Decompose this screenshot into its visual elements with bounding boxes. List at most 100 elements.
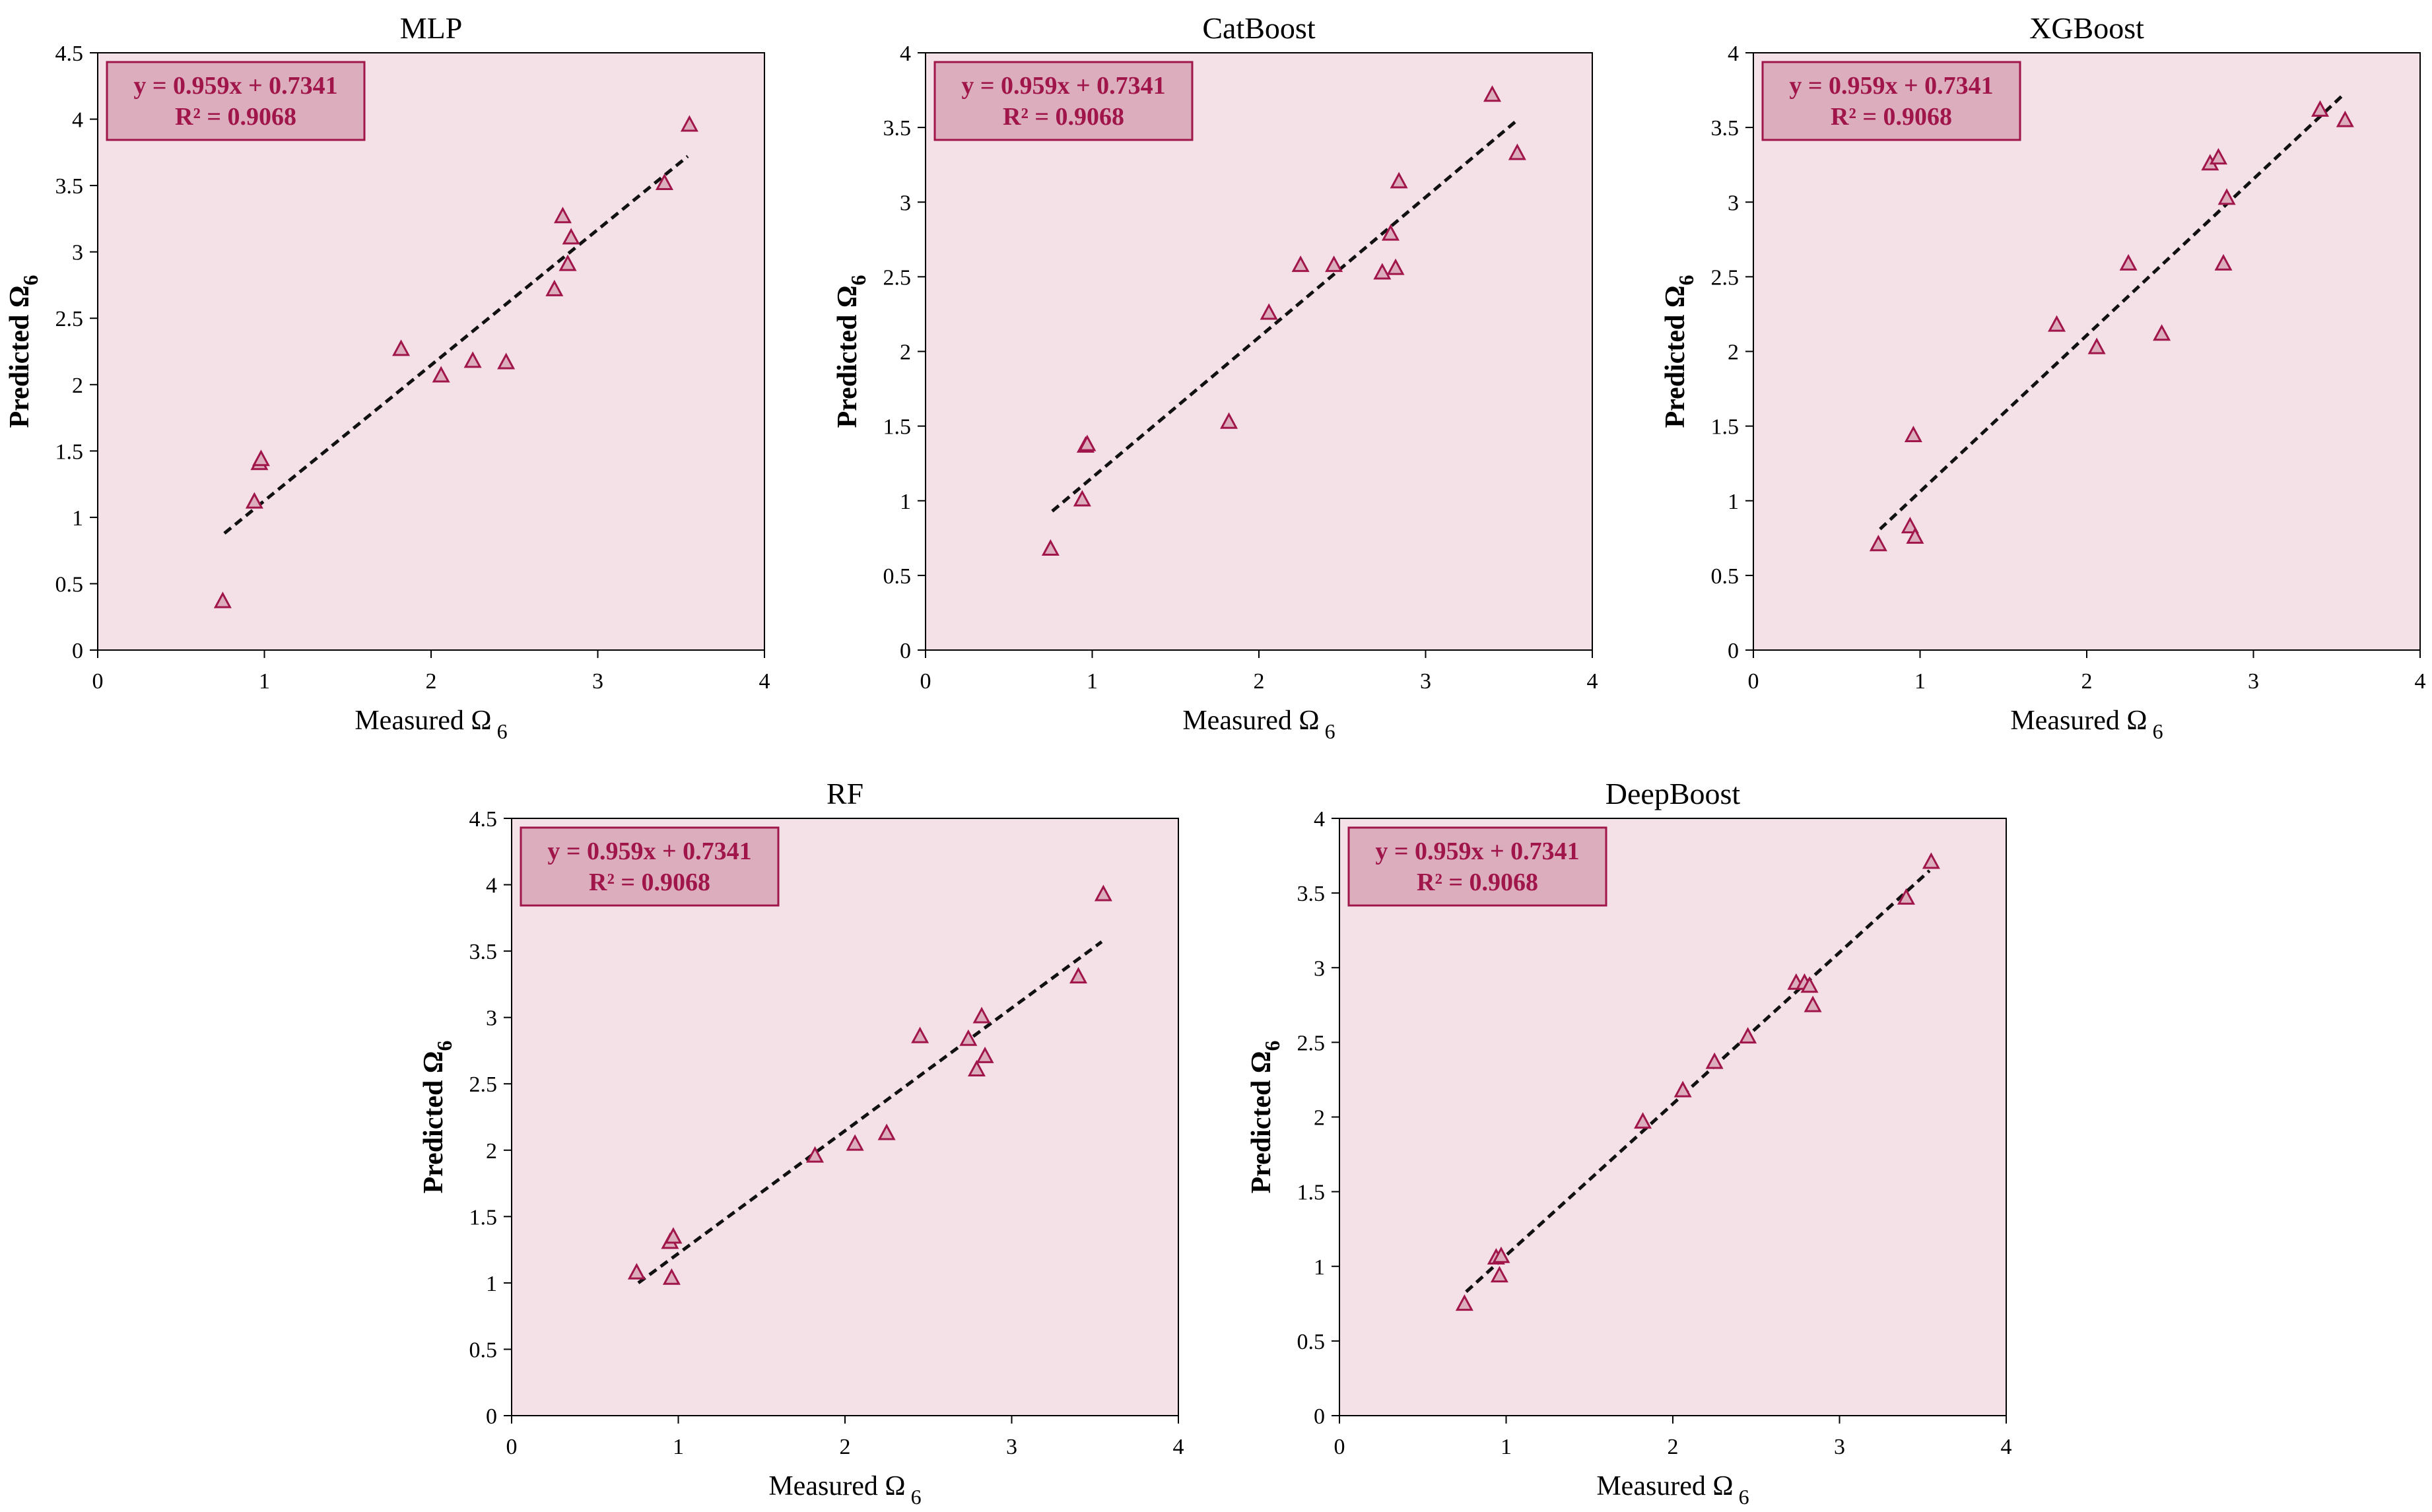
y-tick-label: 3 xyxy=(72,241,83,265)
data-point xyxy=(655,173,674,190)
data-point xyxy=(1869,535,1887,552)
y-tick-label: 1.5 xyxy=(883,415,912,440)
r-squared-text: R² = 0.9068 xyxy=(175,103,296,131)
data-point xyxy=(252,449,270,467)
equation-text: y = 0.959x + 0.7341 xyxy=(133,72,337,100)
trend-line xyxy=(1465,869,1931,1294)
x-tick-label: 2 xyxy=(840,1435,851,1459)
data-point xyxy=(1291,255,1310,273)
data-point xyxy=(1386,258,1405,275)
data-point xyxy=(392,339,411,356)
x-axis-label: Measured Ω 6 xyxy=(1596,1471,1749,1509)
x-tick-label: 1 xyxy=(673,1435,684,1459)
data-point xyxy=(1705,1052,1724,1069)
x-tick-label: 3 xyxy=(1420,669,1431,694)
data-point xyxy=(911,1026,929,1043)
y-axis-label-subscript: 6 xyxy=(1674,275,1698,286)
data-point xyxy=(1906,527,1924,544)
y-axis-label-text: Predicted Ω xyxy=(1246,1051,1277,1194)
y-tick-label: 1.5 xyxy=(55,440,84,464)
data-point xyxy=(2214,253,2233,271)
data-point xyxy=(2209,148,2227,165)
chart-1: CatBoost 0 1 2 3 4 0 0.5 1 1.5 2 2.5 3 3.5 4 Measured Ω… xyxy=(832,11,1598,743)
trend-line xyxy=(1879,93,2345,531)
chart-4: DeepBoost 0 1 2 3 4 0 0.5 1 1.5 2 2.5 3 3.5 4 Measured … xyxy=(1246,777,2012,1509)
equation-text: y = 0.959x + 0.7341 xyxy=(961,72,1165,100)
x-axis-label-subscript: 6 xyxy=(1320,719,1335,743)
data-point xyxy=(213,591,232,608)
y-tick-label: 4 xyxy=(1728,42,1739,66)
y-tick-label: 1.5 xyxy=(1711,415,1740,440)
y-tick-label: 2.5 xyxy=(1711,265,1740,290)
x-tick-label: 2 xyxy=(2081,669,2093,694)
data-point xyxy=(1381,224,1400,241)
x-tick-label: 2 xyxy=(426,669,437,694)
data-point xyxy=(1634,1112,1652,1129)
y-tick-label: 4 xyxy=(900,42,911,66)
x-axis-label-text: Measured Ω xyxy=(768,1471,905,1501)
x-tick-label: 2 xyxy=(1668,1435,1679,1459)
x-tick-label: 0 xyxy=(1748,669,1759,694)
data-point xyxy=(1325,255,1343,273)
y-tick-label: 4.5 xyxy=(55,42,84,66)
data-point xyxy=(1373,263,1392,280)
y-tick-label: 0 xyxy=(486,1404,497,1429)
data-point xyxy=(1483,85,1502,102)
y-axis-label-text: Predicted Ω xyxy=(419,1051,449,1194)
x-axis-label-text: Measured Ω xyxy=(355,706,491,736)
x-tick-label: 3 xyxy=(1834,1435,1845,1459)
x-axis-label-subscript: 6 xyxy=(492,719,508,743)
data-point xyxy=(1804,995,1822,1012)
y-tick-label: 1.5 xyxy=(1297,1181,1326,1205)
plot-area xyxy=(1339,818,2006,1416)
y-tick-label: 4 xyxy=(1314,807,1325,832)
data-point xyxy=(662,1268,681,1285)
plot-area xyxy=(1753,53,2420,650)
y-tick-label: 1 xyxy=(72,506,83,531)
data-point xyxy=(1069,967,1088,984)
x-tick-label: 4 xyxy=(1173,1435,1184,1459)
equation-box xyxy=(520,826,780,907)
chart-2: XGBoost 0 1 2 3 4 0 0.5 1 1.5 2 2.5 3 3.5 4 Measured Ω … xyxy=(1660,11,2426,743)
y-tick-label: 0 xyxy=(1314,1404,1325,1429)
data-point xyxy=(545,279,564,296)
y-tick-label: 4 xyxy=(72,108,83,133)
trend-line xyxy=(1051,120,1517,513)
x-tick-label: 3 xyxy=(592,669,603,694)
y-tick-label: 2 xyxy=(1314,1106,1325,1131)
data-point xyxy=(1073,490,1091,507)
y-axis-label: Predicted Ω6 xyxy=(419,1041,456,1194)
data-point xyxy=(1508,143,1526,160)
y-tick-label: 1 xyxy=(1314,1255,1325,1280)
data-point xyxy=(1094,884,1112,902)
data-point xyxy=(976,1046,994,1063)
x-tick-label: 4 xyxy=(759,669,770,694)
equation-box xyxy=(1347,826,1607,907)
y-axis-label: Predicted Ω6 xyxy=(832,275,870,428)
y-tick-label: 3 xyxy=(900,191,911,215)
data-point xyxy=(627,1263,646,1280)
x-tick-label: 1 xyxy=(259,669,270,694)
y-tick-label: 1 xyxy=(1728,490,1739,514)
equation-text: y = 0.959x + 0.7341 xyxy=(1789,72,1993,100)
chart-title: CatBoost xyxy=(1202,11,1315,45)
chart-title: XGBoost xyxy=(2029,11,2144,45)
chart-title: MLP xyxy=(400,11,463,45)
y-axis-label-subscript: 6 xyxy=(18,275,42,286)
y-tick-label: 3 xyxy=(1728,191,1739,215)
data-point xyxy=(2217,188,2236,205)
y-tick-label: 2.5 xyxy=(55,307,84,331)
equation-text: y = 0.959x + 0.7341 xyxy=(1375,838,1579,865)
x-axis-label-subscript: 6 xyxy=(2147,719,2163,743)
data-point xyxy=(432,366,450,383)
data-point xyxy=(558,254,577,271)
plot-area xyxy=(98,53,764,650)
y-axis-label: Predicted Ω6 xyxy=(1660,275,1698,428)
x-tick-label: 0 xyxy=(920,669,931,694)
data-point xyxy=(2119,253,2138,271)
data-point xyxy=(245,492,263,509)
x-tick-label: 1 xyxy=(1501,1435,1512,1459)
y-tick-label: 3 xyxy=(486,1006,497,1031)
x-axis-label-text: Measured Ω xyxy=(2010,706,2147,736)
x-tick-label: 1 xyxy=(1914,669,1926,694)
